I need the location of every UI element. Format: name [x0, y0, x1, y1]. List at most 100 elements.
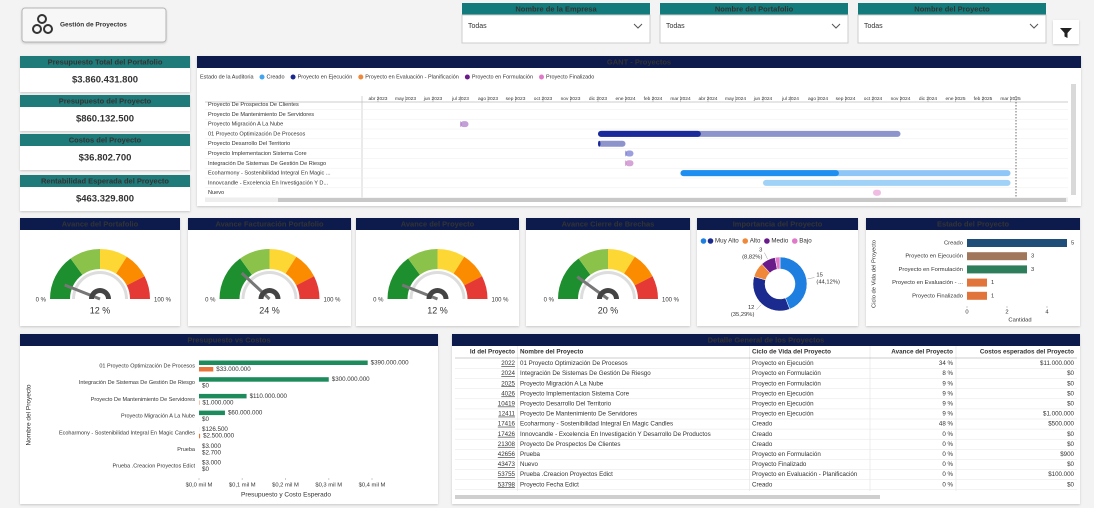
filter-dropdown[interactable] — [857, 14, 1047, 44]
y-tick-label: Proyecto en Ejecución — [905, 254, 963, 260]
timeline-label: ene 2024 — [615, 96, 635, 102]
table-cell: 01 Proyecto Optimización De Procesos — [520, 360, 628, 367]
timeline-label: nov 2023 — [561, 96, 581, 102]
row-id: 53755 — [498, 471, 516, 478]
gauge-min: 0 % — [544, 298, 555, 304]
gauge-band — [437, 249, 465, 274]
table-cell: Creado — [752, 421, 773, 428]
y-tick-label: Proyecto en Evaluación - ... — [892, 280, 963, 286]
gantt-bar — [763, 179, 1011, 186]
scrollbar-thumb[interactable] — [278, 198, 1066, 202]
filter-dropdown[interactable] — [461, 14, 651, 44]
table-cell: $0 — [1067, 431, 1074, 438]
table-cell: 0 % — [942, 431, 953, 438]
gauge-band — [453, 256, 483, 286]
gauge-max: 100 % — [324, 298, 342, 304]
timeline-label: ago 2024 — [808, 96, 828, 102]
gauge-min: 0 % — [36, 298, 47, 304]
legend-dot — [358, 74, 364, 80]
gantt-bar — [598, 140, 626, 147]
kpi-value: $36.802.700 — [79, 153, 132, 164]
bar-label: $0 — [202, 466, 209, 473]
gauge-value: 24 % — [259, 305, 280, 315]
gantt-task-name: Nuevo — [208, 190, 224, 196]
x-tick-label: $0,1 mil M — [229, 483, 256, 489]
card-header — [20, 134, 190, 146]
gauge-track — [241, 271, 298, 299]
filter-value: Todas — [864, 23, 883, 30]
gauge-track — [409, 271, 466, 299]
table-cell: Proyecto en Evaluación - Planificación — [752, 471, 858, 478]
x-tick-label: $0,3 mil M — [315, 483, 342, 489]
row-id: 17416 — [498, 421, 516, 428]
gantt-progress — [680, 170, 839, 177]
table-cell: $500.000 — [1048, 421, 1074, 428]
bar-label: 1 — [991, 293, 994, 299]
legend-dot — [707, 238, 714, 244]
gauge-band — [70, 249, 100, 275]
legend-label: Proyecto en Ejecución — [298, 74, 353, 80]
filter-dropdown[interactable] — [659, 14, 849, 44]
table-cell: 48 % — [939, 421, 954, 428]
pie-leader — [807, 277, 815, 280]
pie-label: 12 (35,29%) — [731, 304, 755, 317]
timeline-label: mar 2024 — [670, 96, 691, 102]
gauge-max: 100 % — [492, 298, 510, 304]
gauge-track — [580, 271, 636, 299]
row-id: 21308 — [498, 441, 516, 448]
gauge-max: 100 % — [154, 298, 172, 304]
gantt-task-name: Ecoharmony - Sostenibilidad Integral En … — [208, 171, 331, 177]
legend-label: Alto — [750, 238, 761, 245]
app-title: Gestión de Proyectos — [60, 22, 127, 29]
table-cell: Proyecto en Formulación — [752, 380, 821, 387]
y-axis-title: Nombre del Proyecto — [26, 384, 33, 445]
bar-label: $0 — [202, 383, 209, 390]
table-cell: Proyecto en Ejecución — [752, 401, 814, 408]
gantt-bar — [625, 160, 634, 167]
bar — [199, 367, 214, 372]
row-id: 17426 — [498, 431, 516, 438]
timeline-label: jun 2023 — [423, 96, 443, 102]
gauge-value: 12 % — [90, 305, 111, 315]
kpi-value: $3.860.431.800 — [72, 75, 138, 86]
logo-icon — [32, 14, 53, 34]
table-cell: 9 % — [942, 411, 953, 418]
timeline-label: ene 2025 — [945, 96, 965, 102]
gauge-hub — [89, 288, 111, 299]
card-header — [197, 56, 1081, 68]
gantt-bar — [625, 150, 634, 157]
table-cell: Ecoharmony - Sostenibilidad Integral En … — [520, 421, 673, 428]
pie-leader — [764, 252, 768, 260]
bar-label: 3 — [1031, 254, 1034, 260]
gauge-hub — [597, 288, 619, 299]
column-header: Ciclo de Vida del Proyecto — [752, 349, 831, 356]
table-cell: 0 % — [942, 451, 953, 458]
card-header — [20, 175, 190, 187]
card-title: Costos del Proyecto — [69, 135, 142, 144]
card-title: Detalle General de los Proyectos — [708, 335, 825, 344]
gauge-band — [126, 276, 150, 299]
gauge-band — [634, 276, 658, 299]
column-header: Id del Proyecto — [470, 349, 515, 356]
pie-slice — [779, 256, 808, 310]
row-id: 42656 — [498, 451, 516, 458]
gauge-hub — [258, 288, 281, 299]
gauge-hub — [426, 288, 449, 299]
dropdown-chevron — [1029, 23, 1039, 29]
gantt-progress — [625, 150, 627, 157]
timeline-label: jun 2024 — [753, 96, 773, 102]
table-cell: 34 % — [939, 360, 954, 367]
bar — [967, 252, 1027, 261]
x-tick-label: $0,2 mil M — [272, 483, 299, 489]
table-cell: Proyecto en Ejecución — [752, 360, 814, 367]
timeline-label: sep 2023 — [506, 96, 526, 102]
table-cell: Creado — [752, 481, 773, 488]
legend-dot — [259, 74, 265, 80]
legend-label: Creado — [267, 74, 285, 80]
table-cell: $900 — [1060, 451, 1074, 458]
kpi-value: $463.329.800 — [76, 194, 134, 205]
bar-label: $2.700 — [202, 449, 221, 456]
bar — [199, 377, 329, 382]
table-cell: Proyecto en Ejecución — [752, 390, 814, 397]
